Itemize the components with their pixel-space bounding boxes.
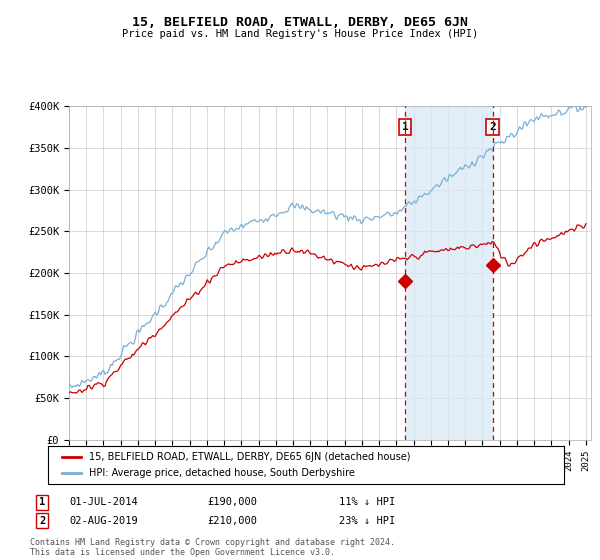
Text: 1: 1: [39, 497, 45, 507]
Text: £190,000: £190,000: [207, 497, 257, 507]
Text: 15, BELFIELD ROAD, ETWALL, DERBY, DE65 6JN: 15, BELFIELD ROAD, ETWALL, DERBY, DE65 6…: [132, 16, 468, 29]
Text: 1: 1: [401, 122, 409, 132]
Text: 23% ↓ HPI: 23% ↓ HPI: [339, 516, 395, 526]
Text: 2: 2: [39, 516, 45, 526]
Bar: [405, 106, 493, 440]
Text: Contains HM Land Registry data © Crown copyright and database right 2024.
This d: Contains HM Land Registry data © Crown c…: [30, 538, 395, 557]
Legend: 15, BELFIELD ROAD, ETWALL, DERBY, DE65 6JN (detached house), HPI: Average price,: 15, BELFIELD ROAD, ETWALL, DERBY, DE65 6…: [58, 449, 415, 482]
Text: 01-JUL-2014: 01-JUL-2014: [69, 497, 138, 507]
Text: 02-AUG-2019: 02-AUG-2019: [69, 516, 138, 526]
Text: Price paid vs. HM Land Registry's House Price Index (HPI): Price paid vs. HM Land Registry's House …: [122, 29, 478, 39]
Text: 11% ↓ HPI: 11% ↓ HPI: [339, 497, 395, 507]
Text: £210,000: £210,000: [207, 516, 257, 526]
Text: 2: 2: [489, 122, 496, 132]
